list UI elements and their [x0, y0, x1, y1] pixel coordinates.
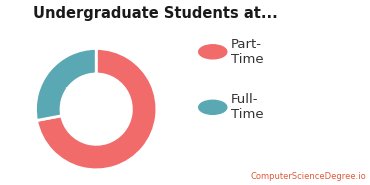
Text: Undergraduate Students at...: Undergraduate Students at...	[33, 6, 278, 21]
Wedge shape	[37, 48, 157, 170]
Text: ComputerScienceDegree.io: ComputerScienceDegree.io	[250, 172, 366, 181]
Text: 28%: 28%	[64, 87, 89, 97]
Wedge shape	[36, 48, 96, 120]
Text: 72%: 72%	[101, 119, 126, 129]
Text: Part-
Time: Part- Time	[231, 38, 264, 66]
Text: Full-
Time: Full- Time	[231, 93, 264, 121]
